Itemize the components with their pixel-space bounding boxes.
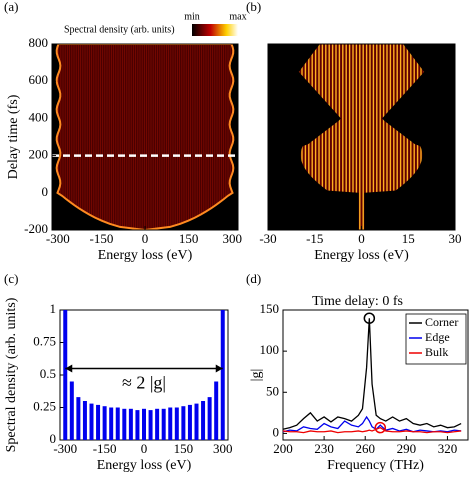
x-tick-label: -300 — [53, 441, 77, 456]
y-tick-label: 1 — [50, 301, 57, 316]
heatmap-region — [56, 44, 234, 230]
panel-label: (c) — [4, 271, 18, 286]
series-line — [282, 415, 462, 433]
y-tick-label: 400 — [29, 109, 49, 124]
panel-label: (a) — [4, 0, 18, 14]
y-tick-label: 600 — [29, 72, 49, 87]
x-tick-label: -150 — [93, 441, 117, 456]
panel-label: (b) — [246, 0, 261, 14]
panel-label: (d) — [246, 271, 261, 286]
x-tick-label: 300 — [222, 231, 242, 246]
y-tick-label: 0 — [42, 184, 49, 199]
y-tick-label: 200 — [29, 147, 49, 162]
plot-frame — [282, 309, 469, 441]
x-tick-label: 320 — [438, 441, 458, 456]
x-tick-label: 230 — [314, 441, 334, 456]
colorbar — [192, 24, 238, 36]
annotation-text: ≈ 2 |g| — [122, 373, 166, 393]
x-tick-label: 300 — [213, 441, 233, 456]
x-tick-label: 0 — [358, 231, 365, 246]
x-tick-label: 15 — [402, 231, 415, 246]
x-axis-label: Energy loss (eV) — [97, 458, 192, 473]
y-tick-label: -200 — [24, 221, 48, 236]
legend-label: Corner — [425, 315, 458, 329]
y-tick-label: 100 — [260, 342, 280, 357]
x-tick-label: 150 — [179, 231, 199, 246]
heatmap — [268, 44, 455, 230]
y-tick-label: 0 — [273, 424, 280, 439]
series-line — [282, 318, 462, 430]
y-axis-label: Spectral density (arb. units) — [4, 297, 19, 452]
y-tick-label: 0.75 — [33, 333, 56, 348]
x-tick-label: 30 — [449, 231, 462, 246]
x-axis-label: Energy loss (eV) — [314, 248, 409, 263]
x-tick-label: 290 — [397, 441, 417, 456]
y-tick-label: 50 — [266, 383, 279, 398]
x-axis-label: Energy loss (eV) — [98, 248, 193, 263]
y-tick-label: 800 — [29, 35, 49, 50]
legend-label: Bulk — [425, 345, 448, 359]
y-tick-label: 0 — [50, 431, 57, 446]
x-tick-label: -30 — [259, 231, 276, 246]
chart-title: Time delay: 0 fs — [312, 294, 403, 309]
heatmap-edge — [55, 44, 235, 230]
x-tick-label: -15 — [306, 231, 323, 246]
x-tick-label: 0 — [142, 231, 149, 246]
x-tick-label: 0 — [141, 441, 148, 456]
colorbar-tick: max — [229, 11, 246, 22]
series-line — [282, 426, 462, 434]
x-tick-label: -300 — [46, 231, 70, 246]
x-tick-label: 200 — [273, 441, 293, 456]
legend-label: Edge — [425, 330, 450, 344]
y-axis-label: |g| — [249, 369, 264, 382]
x-axis-label: Frequency (THz) — [327, 458, 424, 473]
arrow-head — [65, 364, 73, 373]
y-tick-label: 150 — [260, 301, 280, 316]
highlight-marker — [374, 421, 387, 434]
colorbar-tick: min — [184, 11, 200, 22]
x-tick-label: 150 — [174, 441, 194, 456]
colorbar-label: Spectral density (arb. units) — [64, 24, 175, 35]
y-axis-label: Delay time (fs) — [6, 94, 21, 179]
arrow-head — [215, 364, 223, 373]
highlight-marker — [363, 312, 376, 324]
heatmap — [52, 44, 238, 230]
x-tick-label: -150 — [89, 231, 113, 246]
x-tick-label: 260 — [355, 441, 375, 456]
y-tick-label: 0.5 — [40, 366, 56, 381]
y-tick-label: 0.25 — [33, 398, 56, 413]
